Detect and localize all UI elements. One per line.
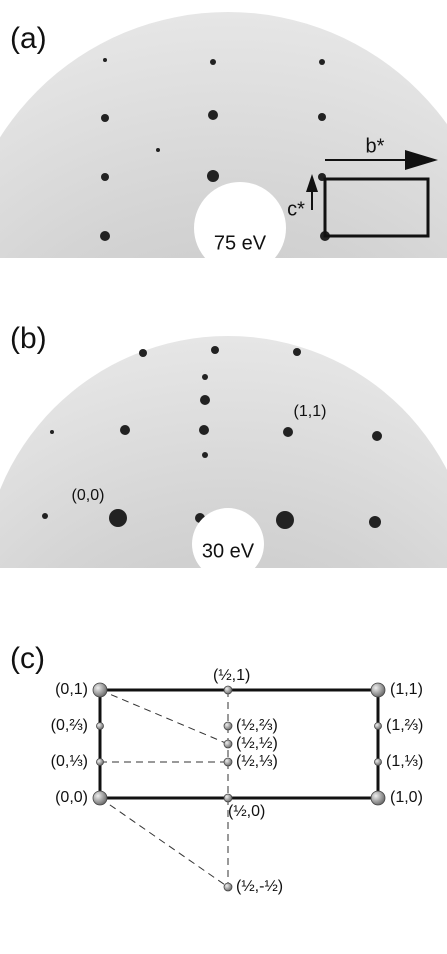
lattice-point [97,723,104,730]
lattice-point [93,683,107,697]
spot-label: (1,1) [294,403,327,420]
energy-label: 75 eV [214,232,267,254]
lattice-point [371,683,385,697]
lattice-point [224,883,232,891]
spot-label: (0,0) [72,487,105,504]
point-label: (½,½) [236,735,278,752]
point-label: (1,0) [390,789,423,806]
lattice-point [375,723,382,730]
point-label: (½,⅓) [236,753,278,770]
lattice-point [224,794,232,802]
lattice-point [93,791,107,805]
point-label: (½,1) [213,667,250,684]
energy-label: 30 eV [202,540,255,562]
point-label: (½,0) [228,803,265,820]
point-label: (0,1) [55,681,88,698]
panel-label: (c) [10,642,45,675]
panel-b: (b) 30 eV (1,1) (0,0) [0,322,447,828]
panel-c: (c) (0,1)(½,1)(1,1)(0,⅔)(½,⅔)(1,⅔)(½,½)(… [10,642,423,895]
point-label: (½,-½) [236,878,283,895]
lattice-point [224,758,232,766]
lattice-point [224,686,232,694]
beam-shadow [194,182,286,274]
lattice-point [371,791,385,805]
lattice-points: (0,1) (½,1) (1,1) (0,⅔) (½,⅔) (1,⅔) (½,½) (0,⅓)… [51,667,424,895]
panel-label: (a) [10,22,47,55]
point-label: (1,1) [390,681,423,698]
lattice-point [97,759,104,766]
dashed-line [100,690,228,744]
lattice-point [224,722,232,730]
point-label: (½,⅔) [236,717,278,734]
axis-label: b* [366,135,385,157]
point-label: (0,⅔) [51,717,88,734]
lattice-point [375,759,382,766]
point-label: (1,⅔) [386,717,423,734]
point-label: (0,⅓) [51,753,88,770]
lattice-point [224,740,232,748]
point-label: (0,0) [55,789,88,806]
panel-label: (b) [10,322,47,355]
point-label: (1,⅓) [386,753,423,770]
figure: (a) 75 eV b* c* (b) 30 eV (1,1) (0,0) (c… [0,0,447,954]
axis-label: c* [287,198,305,220]
dashed-line [100,798,228,887]
